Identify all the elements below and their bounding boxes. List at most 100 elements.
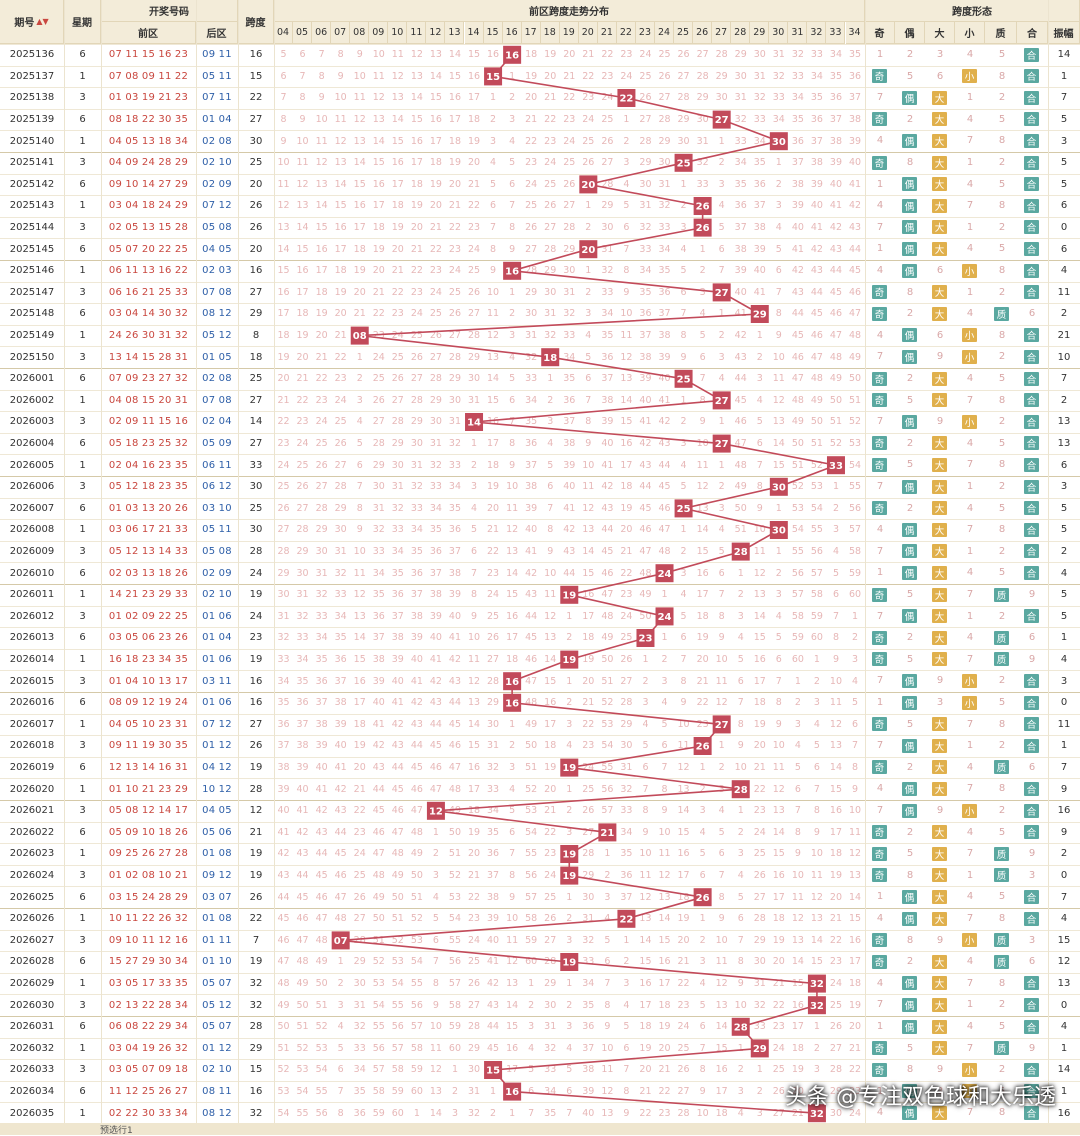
miss-count: 19 (848, 999, 862, 1011)
miss-count: 41 (791, 243, 804, 255)
miss-count: 46 (525, 654, 538, 666)
miss-count: 19 (582, 654, 595, 666)
miss-count: 30 (487, 718, 500, 730)
miss-count: 15 (467, 49, 481, 61)
miss-count: 33 (277, 654, 290, 666)
issue-number: 2025148 (9, 308, 55, 320)
miss-count: 19 (429, 178, 442, 190)
miss-count: 25 (277, 481, 290, 493)
miss-count: 58 (848, 546, 862, 558)
shape-tag-big: 大 (932, 371, 947, 386)
miss-count: 41 (601, 459, 614, 471)
miss-count: 29 (410, 416, 423, 428)
miss-count: 22 (582, 718, 595, 730)
miss-count: 29 (334, 502, 347, 514)
weekday: 3 (79, 999, 86, 1011)
front-numbers: 15 27 29 30 34 (108, 956, 189, 968)
miss-count: 6 (604, 956, 611, 968)
span-col-13: 13 (445, 22, 465, 44)
miss-count: 24 (677, 1021, 690, 1033)
span-marker: 15 (484, 1061, 503, 1079)
miss-count: 52 (791, 481, 804, 493)
amplitude: 14 (1057, 1064, 1071, 1076)
miss-count: 18 (448, 135, 461, 147)
miss-count: 8 (680, 330, 687, 342)
miss-count: 42 (525, 567, 538, 579)
miss-count: 13 (506, 546, 519, 558)
miss-count: 26 (277, 502, 290, 514)
shape-miss-odd: 7 (876, 92, 884, 104)
miss-count: 43 (601, 502, 614, 514)
amplitude: 4 (1060, 1021, 1068, 1033)
miss-count: 44 (296, 870, 309, 882)
shape-miss-prime: 8 (998, 1107, 1006, 1119)
miss-count: 18 (410, 178, 423, 190)
miss-count: 5 (528, 1064, 535, 1076)
miss-count: 21 (848, 1042, 862, 1054)
miss-count: 56 (810, 546, 823, 558)
miss-count: 25 (315, 438, 328, 450)
miss-count: 1 (718, 416, 725, 428)
miss-count: 6 (699, 870, 706, 882)
miss-count: 41 (848, 178, 862, 190)
span-value: 30 (249, 135, 263, 147)
miss-count: 34 (296, 654, 309, 666)
miss-count: 42 (372, 740, 385, 752)
span-marker: 08 (350, 326, 369, 345)
miss-count: 9 (756, 502, 763, 514)
miss-count: 6 (356, 459, 363, 471)
miss-count: 31 (544, 308, 557, 320)
miss-count: 31 (696, 135, 709, 147)
shape-miss-big: 6 (936, 70, 944, 82)
miss-count: 30 (582, 891, 595, 903)
miss-count: 4 (718, 373, 725, 385)
miss-count: 16 (696, 567, 709, 579)
front-numbers: 09 11 19 30 35 (108, 740, 189, 752)
miss-count: 49 (410, 848, 423, 860)
miss-count: 27 (696, 49, 709, 61)
miss-count: 48 (810, 373, 823, 385)
miss-count: 24 (429, 286, 442, 298)
shape-miss-composite: 9 (1028, 589, 1036, 600)
miss-count: 17 (620, 459, 633, 471)
miss-count: 34 (315, 632, 328, 644)
miss-count: 5 (566, 1064, 573, 1076)
miss-count: 12 (506, 956, 519, 968)
shape-miss-even: 2 (906, 49, 914, 60)
miss-count: 46 (829, 308, 842, 320)
span-marker: 30 (769, 477, 788, 496)
miss-count: 22 (487, 546, 500, 558)
header-issue[interactable]: 期号 ▲▼ (0, 0, 64, 44)
miss-count: 17 (334, 243, 347, 255)
shape-miss-prime: 2 (998, 351, 1006, 363)
sort-icon[interactable]: ▲▼ (36, 17, 49, 26)
miss-count: 55 (391, 999, 404, 1011)
miss-count: 32 (753, 999, 766, 1011)
miss-count: 10 (582, 459, 595, 471)
miss-count: 37 (429, 567, 442, 579)
miss-count: 44 (487, 1021, 500, 1033)
miss-count: 3 (756, 1107, 763, 1119)
shape-tag-odd: 奇 (872, 587, 887, 602)
miss-count: 23 (429, 265, 442, 277)
miss-count: 3 (699, 286, 706, 298)
miss-count: 25 (563, 157, 576, 169)
miss-count: 30 (658, 157, 671, 169)
miss-count: 10 (772, 740, 785, 752)
back-numbers: 05 07 (202, 1021, 232, 1033)
issue-number: 2026005 (9, 459, 55, 471)
miss-count: 21 (753, 762, 766, 774)
miss-count: 1 (566, 675, 573, 687)
shape-tag-small: 小 (962, 695, 977, 710)
miss-count: 22 (753, 783, 766, 795)
miss-count: 7 (547, 502, 554, 514)
front-numbers: 05 09 10 18 26 (108, 826, 189, 838)
shape-tag-odd: 奇 (872, 371, 887, 386)
miss-count: 15 (620, 416, 633, 428)
shape-tag-prime: 质 (994, 868, 1009, 883)
miss-count: 7 (566, 1107, 573, 1119)
miss-count: 17 (848, 956, 862, 968)
miss-count: 41 (334, 762, 347, 774)
miss-count: 1 (699, 913, 706, 925)
miss-count: 39 (372, 675, 385, 687)
